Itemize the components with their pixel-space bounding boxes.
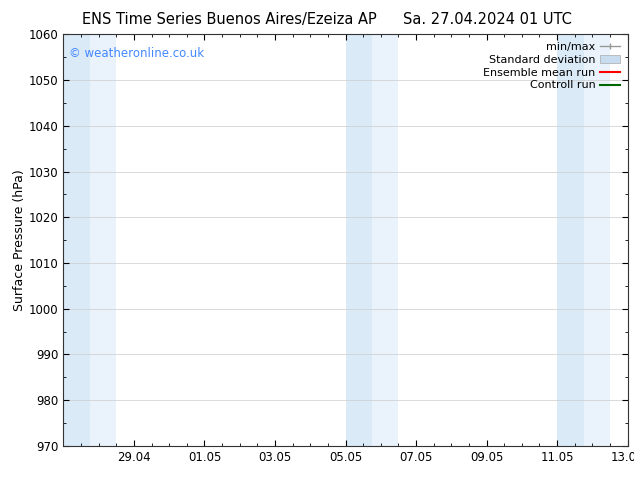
Legend: min/max, Standard deviation, Ensemble mean run, Controll run: min/max, Standard deviation, Ensemble me… bbox=[481, 40, 622, 93]
Text: ENS Time Series Buenos Aires/Ezeiza AP: ENS Time Series Buenos Aires/Ezeiza AP bbox=[82, 12, 377, 27]
Text: Sa. 27.04.2024 01 UTC: Sa. 27.04.2024 01 UTC bbox=[403, 12, 571, 27]
Bar bbox=[63, 34, 90, 446]
Bar bbox=[346, 34, 372, 446]
Bar bbox=[90, 34, 116, 446]
Bar bbox=[372, 34, 398, 446]
Bar bbox=[557, 34, 583, 446]
Text: © weatheronline.co.uk: © weatheronline.co.uk bbox=[69, 47, 204, 60]
Bar bbox=[583, 34, 610, 446]
Y-axis label: Surface Pressure (hPa): Surface Pressure (hPa) bbox=[13, 169, 26, 311]
